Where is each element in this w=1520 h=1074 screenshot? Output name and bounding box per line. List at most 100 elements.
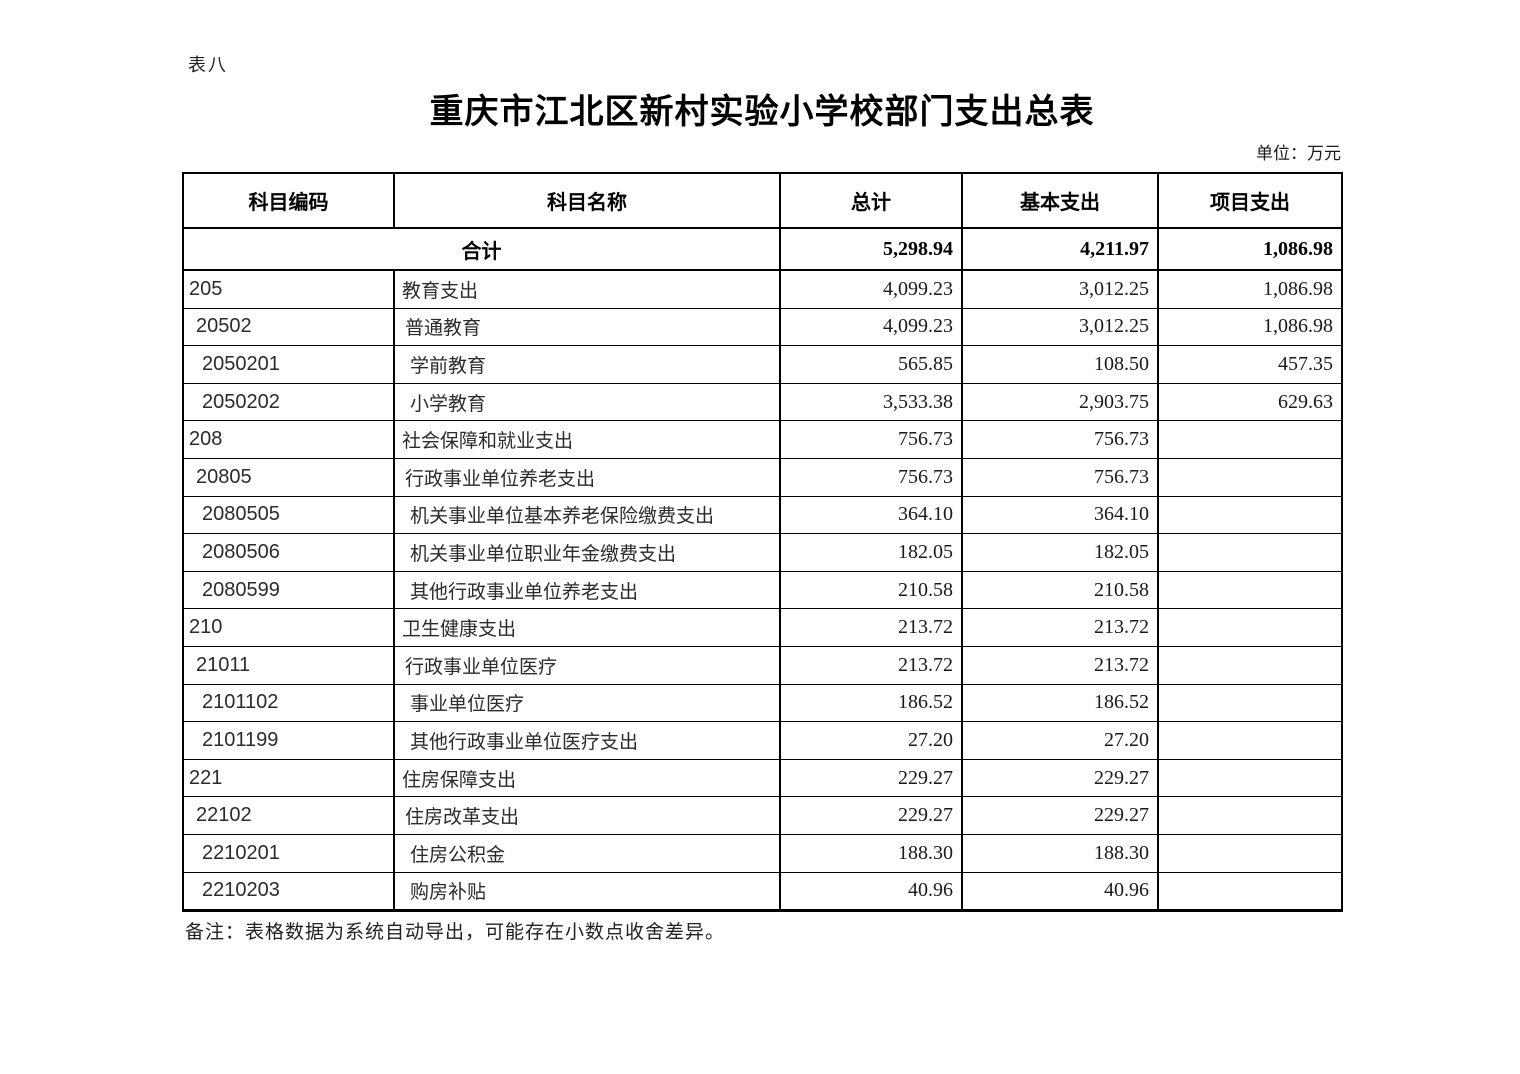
table-row: 208 社会保障和就业支出 756.73 756.73: [184, 421, 1341, 459]
subject-code-cell: 2080599: [184, 571, 395, 609]
total-value-cell: 756.73: [781, 421, 963, 458]
project-expenditure-cell: [1159, 685, 1341, 722]
basic-expenditure-cell: 186.52: [963, 684, 1159, 722]
table-row: 2210203 购房补贴 40.96 40.96: [184, 872, 1341, 911]
project-expenditure-cell: [1159, 534, 1341, 571]
header-project-expenditure: 项目支出: [1210, 192, 1290, 214]
table-row: 2080506 机关事业单位职业年金缴费支出 182.05 182.05: [184, 534, 1341, 572]
unit-label: 单位：万元: [1256, 144, 1341, 163]
total-value-cell: 4,099.23: [781, 271, 963, 308]
total-value-cell: 213.72: [781, 646, 963, 684]
table-row: 2101102 事业单位医疗 186.52 186.52: [184, 684, 1341, 723]
subject-name-cell: 住房公积金: [395, 834, 781, 872]
total-value-cell: 229.27: [781, 759, 963, 797]
project-expenditure-cell: [1159, 760, 1341, 797]
subject-code-cell: 21011: [184, 646, 395, 684]
basic-expenditure-cell: 213.72: [963, 609, 1159, 646]
expenditure-summary-table: 科目编码 科目名称 总计 基本支出 项目支出 合计 5,298.94 4,211…: [182, 172, 1343, 913]
subject-code-cell: 2080505: [184, 496, 395, 534]
table-row: 2050201 学前教育 565.85 108.50 457.35: [184, 346, 1341, 384]
table-row: 20502 普通教育 4,099.23 3,012.25 1,086.98: [184, 308, 1341, 347]
subject-name-cell: 机关事业单位职业年金缴费支出: [395, 534, 781, 571]
basic-expenditure-cell: 108.50: [963, 346, 1159, 383]
total-value-cell: 3,533.38: [781, 383, 963, 421]
summary-label: 合计: [184, 229, 781, 269]
subject-code-cell: 22102: [184, 797, 395, 834]
total-value-cell: 364.10: [781, 496, 963, 534]
subject-code-cell: 210: [184, 609, 395, 646]
table-row: 20805 行政事业单位养老支出 756.73 756.73: [184, 458, 1341, 497]
table-row: 2080599 其他行政事业单位养老支出 210.58 210.58: [184, 571, 1341, 610]
subject-name-cell: 住房保障支出: [395, 759, 781, 797]
header-subject-name: 科目名称: [395, 174, 781, 227]
subject-code-cell: 205: [184, 271, 395, 308]
subject-code-cell: 20502: [184, 308, 395, 346]
page-title: 重庆市江北区新村实验小学校部门支出总表: [429, 94, 1095, 131]
subject-name-cell: 事业单位医疗: [395, 684, 781, 722]
subject-name-cell: 普通教育: [395, 308, 781, 346]
table-row: 2210201 住房公积金 188.30 188.30: [184, 834, 1341, 873]
table-row: 221 住房保障支出 229.27 229.27: [184, 759, 1341, 798]
subject-name-cell: 行政事业单位医疗: [395, 646, 781, 684]
table-row: 205 教育支出 4,099.23 3,012.25 1,086.98: [184, 271, 1341, 309]
total-value-cell: 210.58: [781, 571, 963, 609]
project-expenditure-cell: [1159, 835, 1341, 872]
subject-code-cell: 2210201: [184, 834, 395, 872]
subject-code-cell: 20805: [184, 458, 395, 496]
subject-name-cell: 行政事业单位养老支出: [395, 458, 781, 496]
subject-name-cell: 学前教育: [395, 346, 781, 383]
basic-expenditure-cell: 229.27: [963, 759, 1159, 797]
project-expenditure-cell: [1159, 797, 1341, 834]
subject-code-cell: 2210203: [184, 872, 395, 910]
basic-expenditure-cell: 3,012.25: [963, 308, 1159, 346]
subject-name-cell: 卫生健康支出: [395, 609, 781, 646]
project-expenditure-cell: 1,086.98: [1263, 277, 1333, 300]
subject-code-cell: 208: [184, 421, 395, 458]
subject-name-cell: 机关事业单位基本养老保险缴费支出: [395, 496, 781, 534]
basic-expenditure-cell: 364.10: [963, 496, 1159, 534]
project-expenditure-cell: 1,086.98: [1263, 315, 1333, 338]
basic-expenditure-cell: 213.72: [963, 646, 1159, 684]
subject-name-cell: 购房补贴: [395, 872, 781, 910]
project-expenditure-cell: [1159, 421, 1341, 458]
subject-code-cell: 221: [184, 759, 395, 797]
basic-expenditure-cell: 40.96: [963, 872, 1159, 910]
subject-name-cell: 社会保障和就业支出: [395, 421, 781, 458]
subject-code-cell: 2101102: [184, 684, 395, 722]
header-basic-expenditure: 基本支出: [963, 174, 1159, 227]
project-expenditure-cell: [1159, 459, 1341, 496]
basic-expenditure-cell: 188.30: [963, 834, 1159, 872]
subject-name-cell: 教育支出: [395, 271, 781, 308]
subject-code-cell: 2050202: [184, 383, 395, 421]
basic-expenditure-cell: 2,903.75: [963, 383, 1159, 421]
project-expenditure-cell: 457.35: [1278, 352, 1333, 375]
project-expenditure-cell: [1159, 647, 1341, 684]
project-expenditure-cell: [1159, 572, 1341, 609]
subject-code-cell: 2050201: [184, 346, 395, 383]
table-row: 21011 行政事业单位医疗 213.72 213.72: [184, 646, 1341, 685]
subject-code-cell: 2101199: [184, 722, 395, 759]
total-value-cell: 188.30: [781, 834, 963, 872]
summary-total-value: 5,298.94: [781, 229, 963, 269]
project-expenditure-cell: [1159, 497, 1341, 534]
total-value-cell: 756.73: [781, 458, 963, 496]
project-expenditure-cell: [1159, 722, 1341, 759]
total-value-cell: 213.72: [781, 609, 963, 646]
table-row: 22102 住房改革支出 229.27 229.27: [184, 797, 1341, 835]
subject-name-cell: 其他行政事业单位医疗支出: [395, 722, 781, 759]
basic-expenditure-cell: 210.58: [963, 571, 1159, 609]
table-row: 2050202 小学教育 3,533.38 2,903.75 629.63: [184, 383, 1341, 422]
total-value-cell: 182.05: [781, 534, 963, 571]
header-total: 总计: [781, 174, 963, 227]
project-expenditure-cell: [1159, 609, 1341, 646]
project-expenditure-cell: [1159, 873, 1341, 910]
subject-name-cell: 其他行政事业单位养老支出: [395, 571, 781, 609]
basic-expenditure-cell: 756.73: [963, 421, 1159, 458]
subject-name-cell: 住房改革支出: [395, 797, 781, 834]
subject-name-cell: 小学教育: [395, 383, 781, 421]
table-header-row: 科目编码 科目名称 总计 基本支出 项目支出: [184, 174, 1341, 229]
footnote: 备注：表格数据为系统自动导出，可能存在小数点收舍差异。: [185, 922, 726, 943]
project-expenditure-cell: 629.63: [1278, 390, 1333, 413]
basic-expenditure-cell: 27.20: [963, 722, 1159, 759]
